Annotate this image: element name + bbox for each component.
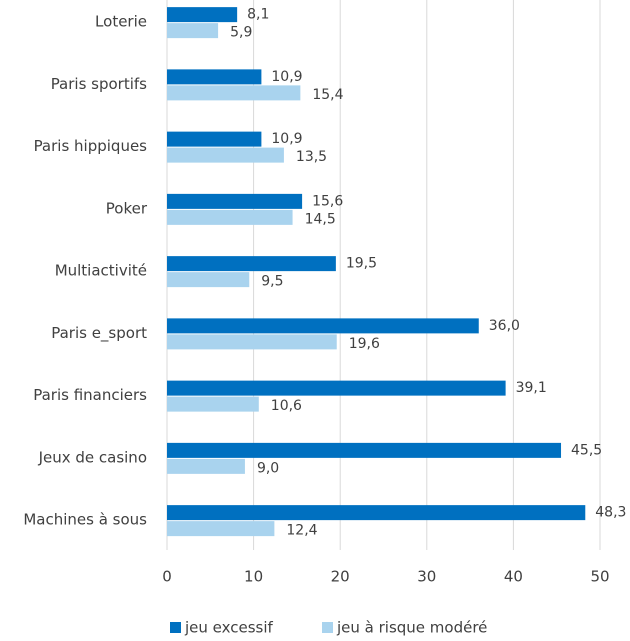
x-tick-label: 20	[331, 568, 350, 586]
value-label: 10,6	[271, 398, 302, 414]
x-tick-label: 10	[244, 568, 263, 586]
bar	[167, 442, 562, 458]
x-tick-label: 40	[504, 568, 523, 586]
x-tick-label: 50	[590, 568, 609, 586]
category-label: Jeux de casino	[38, 448, 147, 466]
category-label: Paris hippiques	[34, 137, 148, 155]
value-label: 8,1	[247, 7, 269, 23]
bar	[167, 396, 259, 412]
bar	[167, 209, 293, 225]
bar	[167, 131, 262, 147]
bar	[167, 505, 586, 521]
value-label: 10,9	[271, 69, 302, 85]
legend-swatch	[322, 622, 333, 633]
value-label: 15,4	[312, 87, 343, 103]
value-label: 5,9	[230, 25, 252, 41]
category-label: Multiactivité	[55, 262, 147, 280]
bar	[167, 521, 275, 537]
value-label: 36,0	[489, 318, 520, 334]
bar	[167, 458, 245, 474]
legend-label: jeu excessif	[184, 619, 274, 637]
category-label: Paris financiers	[33, 386, 147, 404]
x-tick-label: 0	[162, 568, 172, 586]
category-label: Poker	[106, 199, 148, 217]
value-label: 13,5	[296, 149, 327, 165]
bar	[167, 193, 303, 209]
bar	[167, 318, 479, 334]
bar	[167, 7, 238, 23]
value-label: 12,4	[286, 523, 317, 539]
value-label: 9,5	[261, 274, 283, 290]
category-label: Paris e_sport	[51, 324, 147, 343]
value-label: 39,1	[516, 380, 547, 396]
category-label: Loterie	[95, 13, 147, 31]
value-label: 45,5	[571, 442, 602, 458]
value-label: 9,0	[257, 460, 279, 476]
bar	[167, 256, 336, 272]
value-label: 14,5	[305, 211, 336, 227]
value-label: 19,6	[349, 336, 380, 352]
legend-swatch	[170, 622, 181, 633]
bar	[167, 380, 506, 396]
category-label: Paris sportifs	[51, 75, 147, 93]
value-label: 48,3	[595, 505, 626, 521]
bar	[167, 23, 219, 39]
legend-label: jeu à risque modéré	[336, 619, 487, 637]
bar	[167, 272, 250, 288]
bar	[167, 334, 337, 350]
bar	[167, 69, 262, 85]
value-label: 10,9	[271, 131, 302, 147]
value-label: 19,5	[346, 256, 377, 272]
x-tick-label: 30	[417, 568, 436, 586]
category-label: Machines à sous	[23, 511, 147, 529]
bar	[167, 147, 284, 163]
value-label: 15,6	[312, 193, 343, 209]
bar	[167, 85, 301, 101]
